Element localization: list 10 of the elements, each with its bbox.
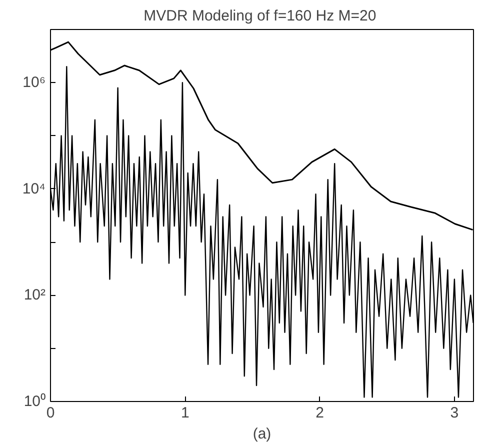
x-tick-label: 2 [316,404,324,422]
y-tick-label: 10⁶ [22,74,46,92]
x-axis-title: (a) [252,426,272,442]
y-tick-label: 10⁴ [22,180,46,198]
y-tick-label: 10⁰ [24,393,46,410]
x-tick-label: 1 [180,404,190,422]
x-tick-label: 3 [450,404,459,422]
chart-title: MVDR Modeling of f=160 Hz M=20 [144,8,376,24]
x-tick-label: 0 [46,404,55,422]
y-tick-label: 10² [24,286,46,304]
